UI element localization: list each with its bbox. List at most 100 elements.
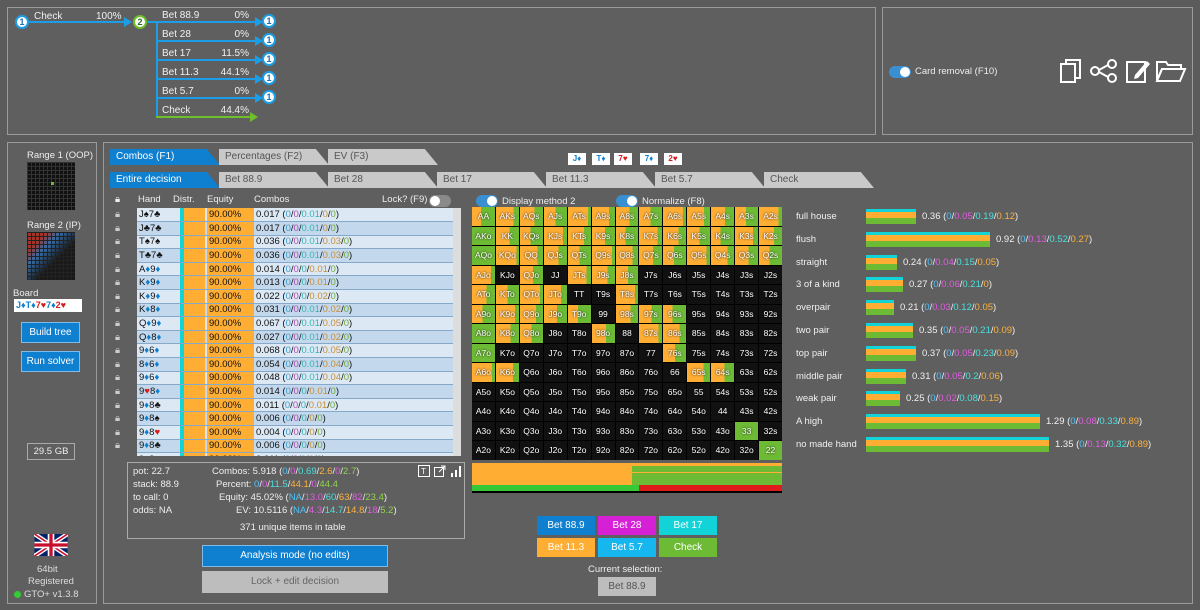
hand-grid-cell[interactable]: Q3o (519, 421, 543, 441)
hand-grid-cell[interactable]: QTo (519, 285, 543, 304)
table-row[interactable]: 🔒︎ 9♦8♣ 90.00% 0.011 (0/0/0/0.01/0) (113, 398, 453, 413)
hand-grid-cell[interactable]: T4s (711, 285, 735, 304)
hand-grid-cell[interactable]: KQs (519, 226, 543, 246)
hand-grid-cell[interactable]: AKs (495, 207, 519, 226)
row-lock-icon[interactable]: 🔒︎ (113, 248, 137, 263)
hand-grid-cell[interactable]: 64o (663, 402, 687, 421)
analysis-mode-button[interactable]: Analysis mode (no edits) (202, 545, 388, 567)
hand-grid-cell[interactable]: Q6s (663, 246, 687, 265)
row-lock-icon[interactable]: 🔒︎ (113, 275, 137, 291)
hand-grid-cell[interactable]: 82o (615, 441, 639, 460)
hand-grid-cell[interactable]: QJs (543, 246, 567, 265)
distr-header[interactable]: Distr. (173, 194, 195, 205)
hand-grid-cell[interactable]: A5s (687, 207, 711, 226)
tab-row1[interactable]: Combos (F1) (110, 149, 220, 165)
hand-grid-cell[interactable]: A6s (663, 207, 687, 226)
text-export-icon[interactable]: T (418, 465, 430, 477)
table-row[interactable]: 🔒︎ T♣7♣ 90.00% 0.036 (0/0/0.01/0.03/0) (113, 248, 453, 263)
hand-grid-cell[interactable]: AJs (543, 207, 567, 226)
build-tree-button[interactable]: Build tree (21, 322, 80, 343)
hand-grid-cell[interactable]: AQo (472, 246, 495, 265)
hand-grid-cell[interactable]: J4o (543, 402, 567, 421)
hand-grid-cell[interactable]: 52o (687, 441, 711, 460)
hand-grid-cell[interactable]: 85o (615, 382, 639, 402)
hand-grid-cell[interactable]: Q7s (639, 246, 663, 265)
hand-grid-cell[interactable]: 96o (591, 363, 615, 382)
tab-row2[interactable]: Bet 5.7 (655, 172, 765, 188)
table-row[interactable]: 🔒︎ K♦8♦ 90.00% 0.031 (0/0/0.01/0.02/0) (113, 303, 453, 318)
tree-branch-label[interactable]: Bet 17 (162, 48, 191, 59)
hand-grid-cell[interactable]: K5s (687, 226, 711, 246)
action-filter-button[interactable]: Check (659, 538, 717, 557)
hand-grid-cell[interactable]: QJo (519, 265, 543, 285)
hand-grid-cell[interactable]: T3o (567, 421, 591, 441)
tree-branch-label[interactable]: Bet 11.3 (162, 67, 199, 78)
table-row[interactable]: 🔒︎ 9♦8♣ 90.00% 0.006 (0/0/0/0/0) (113, 439, 453, 454)
hand-grid-cell[interactable]: K9s (591, 226, 615, 246)
hand-grid-cell[interactable]: 62o (663, 441, 687, 460)
hand-grid-cell[interactable]: T8s (615, 285, 639, 304)
hand-grid-cell[interactable]: J8s (615, 265, 639, 285)
hand-grid-cell[interactable]: KJs (543, 226, 567, 246)
hand-grid-cell[interactable]: 32o (735, 441, 759, 460)
tree-branch-label[interactable]: Bet 28 (162, 29, 191, 40)
hand-grid-cell[interactable]: K8s (615, 226, 639, 246)
tab-row2[interactable]: Bet 28 (328, 172, 438, 188)
hand-grid-cell[interactable]: AJo (472, 265, 495, 285)
hand-grid-cell[interactable]: QTs (567, 246, 591, 265)
hand-grid-cell[interactable]: Q5o (519, 382, 543, 402)
hand-grid-cell[interactable]: Q2s (759, 246, 782, 265)
table-row[interactable]: 🔒︎ T♠7♠ 90.00% 0.036 (0/0/0.01/0.03/0) (113, 235, 453, 250)
hand-grid-cell[interactable]: 73o (639, 421, 663, 441)
hand-grid-cell[interactable]: TT (567, 285, 591, 304)
table-row[interactable]: 🔒︎ 9♥8♦ 90.00% 0.014 (0/0/0/0.01/0) (113, 384, 453, 399)
board-input[interactable]: J♦T♦7♥7♦2♥ (14, 299, 82, 312)
lock-toggle[interactable] (429, 195, 451, 207)
hand-grid-cell[interactable]: 33 (735, 421, 759, 441)
hand-grid-cell[interactable]: 94o (591, 402, 615, 421)
hand-grid-cell[interactable]: K5o (495, 382, 519, 402)
combos-header[interactable]: Combos (254, 194, 290, 205)
hand-grid-cell[interactable]: 83o (615, 421, 639, 441)
hand-grid-cell[interactable]: Q9o (519, 304, 543, 324)
hand-grid-cell[interactable]: A7s (639, 207, 663, 226)
hand-grid-cell[interactable]: Q7o (519, 343, 543, 363)
hand-grid-cell[interactable]: J2s (759, 265, 782, 285)
row-lock-icon[interactable]: 🔒︎ (113, 235, 137, 250)
hand-grid-cell[interactable]: J7o (543, 343, 567, 363)
hand-grid-cell[interactable]: J2o (543, 441, 567, 460)
hand-grid-cell[interactable]: J6s (663, 265, 687, 285)
hand-grid-cell[interactable]: A4o (472, 402, 495, 421)
tree-leaf-node[interactable]: 1 (262, 90, 276, 104)
row-lock-icon[interactable]: 🔒︎ (113, 411, 137, 426)
hand-grid-cell[interactable]: T2s (759, 285, 782, 304)
tab-row2[interactable]: Bet 17 (437, 172, 547, 188)
hand-grid-cell[interactable]: Q8o (519, 324, 543, 343)
uk-flag-icon[interactable] (34, 534, 68, 556)
hand-grid-cell[interactable]: 87s (639, 324, 663, 343)
hand-grid-cell[interactable]: 32s (759, 421, 782, 441)
hand-grid-cell[interactable]: 98o (591, 324, 615, 343)
hand-grid-cell[interactable]: J7s (639, 265, 663, 285)
hand-grid-cell[interactable]: Q9s (591, 246, 615, 265)
hand-grid-cell[interactable]: T5o (567, 382, 591, 402)
hand-grid-cell[interactable]: K3o (495, 421, 519, 441)
share-tree-icon[interactable] (1089, 58, 1119, 84)
hand-grid-cell[interactable]: K2o (495, 441, 519, 460)
hand-grid-cell[interactable]: 88 (615, 324, 639, 343)
row-lock-icon[interactable]: 🔒︎ (113, 439, 137, 454)
hand-grid-cell[interactable]: T5s (687, 285, 711, 304)
hand-grid-cell[interactable]: 63s (735, 363, 759, 382)
hand-grid-cell[interactable]: 93o (591, 421, 615, 441)
hand-grid-cell[interactable]: 54o (687, 402, 711, 421)
hand-grid-cell[interactable]: ATs (567, 207, 591, 226)
hand-grid-cell[interactable]: 93s (735, 304, 759, 324)
tree-root-node[interactable]: 1 (15, 15, 29, 29)
row-lock-icon[interactable]: 🔒︎ (113, 262, 137, 277)
hand-grid-cell[interactable]: 53s (735, 382, 759, 402)
hand-grid-cell[interactable]: 53o (687, 421, 711, 441)
table-row[interactable]: 🔒︎ J♣7♣ 90.00% 0.017 (0/0/0.01/0/0) (113, 221, 453, 236)
hand-grid-cell[interactable]: 87o (615, 343, 639, 363)
table-row[interactable]: 🔒︎ K♦9♦ 90.00% 0.022 (0/0/0/0.02/0) (113, 289, 453, 304)
hand-grid-cell[interactable]: 77 (639, 343, 663, 363)
